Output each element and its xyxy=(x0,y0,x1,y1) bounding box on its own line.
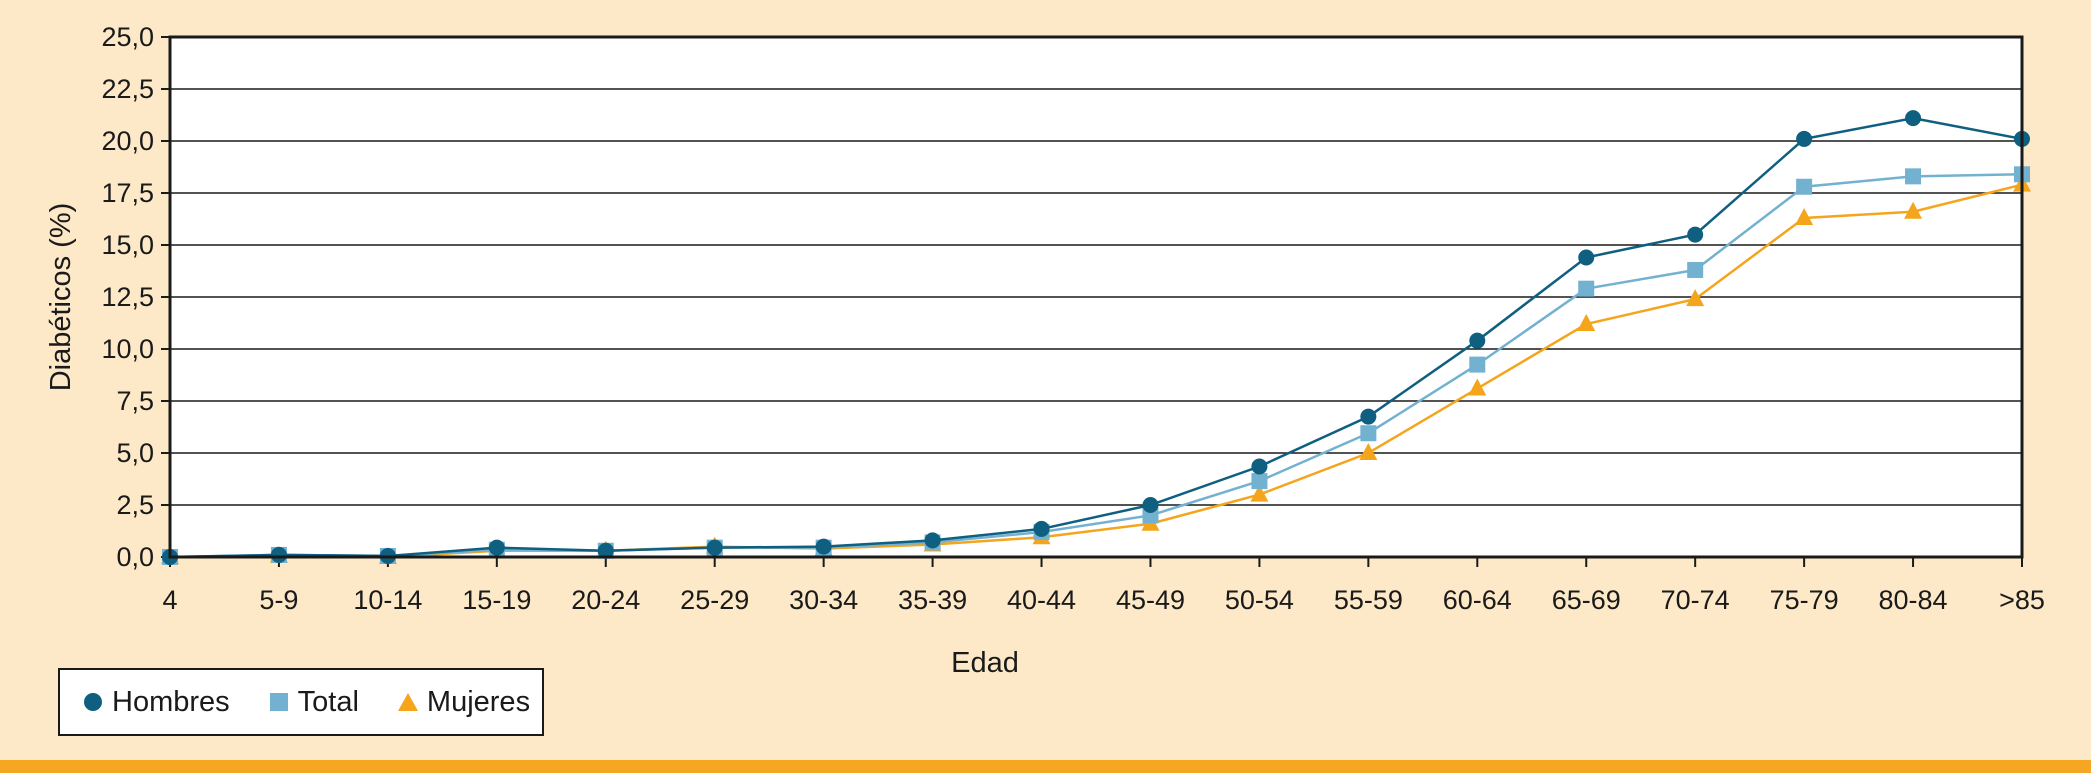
x-tick-label: 5-9 xyxy=(259,585,298,615)
data-point xyxy=(815,538,832,555)
data-point xyxy=(1905,110,1922,127)
x-tick-label: 75-79 xyxy=(1770,585,1839,615)
y-tick-label: 22,5 xyxy=(101,74,154,104)
x-tick-label: 30-34 xyxy=(789,585,858,615)
x-tick-label: 10-14 xyxy=(353,585,422,615)
legend-item-hombres: Hombres xyxy=(82,686,230,719)
x-tick-label: 80-84 xyxy=(1879,585,1948,615)
data-point xyxy=(1469,332,1486,349)
data-point xyxy=(1687,226,1704,243)
y-tick-label: 25,0 xyxy=(101,22,154,52)
data-point xyxy=(597,542,614,559)
data-point xyxy=(1251,458,1268,475)
plot-frame xyxy=(168,35,2024,559)
bottom-accent-bar xyxy=(0,760,2091,773)
data-point xyxy=(1033,520,1050,537)
data-point xyxy=(270,546,287,563)
data-point xyxy=(1469,356,1486,373)
y-axis-title: Diabéticos (%) xyxy=(45,203,77,392)
legend-item-total: Total xyxy=(268,686,359,719)
y-tick-label: 0,0 xyxy=(116,542,154,572)
series-layer xyxy=(161,110,2031,565)
data-point xyxy=(488,539,505,556)
x-tick-label: 4 xyxy=(162,585,177,615)
y-axis-ticks: 0,0 2,5 5,0 7,5 10,0 12,5 15,0 17,5 20,0 22,5 25,0 xyxy=(101,22,170,572)
data-point xyxy=(706,539,723,556)
x-tick-label: 40-44 xyxy=(1007,585,1076,615)
x-tick-label: 35-39 xyxy=(898,585,967,615)
data-point xyxy=(1251,473,1268,490)
y-tick-label: 5,0 xyxy=(116,438,154,468)
circle-marker-icon xyxy=(84,693,102,711)
data-point xyxy=(1250,484,1269,502)
y-tick-label: 7,5 xyxy=(116,386,154,416)
x-tick-label: 20-24 xyxy=(571,585,640,615)
series-line xyxy=(169,116,2023,559)
legend: Hombres Total Mujeres xyxy=(58,668,544,736)
y-tick-label: 2,5 xyxy=(116,490,154,520)
legend-label-hombres: Hombres xyxy=(112,685,230,718)
x-tick-label: >85 xyxy=(1999,585,2045,615)
x-tick-label: 45-49 xyxy=(1116,585,1185,615)
data-point xyxy=(1796,178,1813,195)
data-point xyxy=(1468,378,1487,396)
x-tick-label: 50-54 xyxy=(1225,585,1294,615)
x-tick-label: 25-29 xyxy=(680,585,749,615)
triangle-marker-icon xyxy=(397,693,418,711)
x-tick-label: 55-59 xyxy=(1334,585,1403,615)
x-tick-label: 60-64 xyxy=(1443,585,1512,615)
data-point xyxy=(1359,443,1378,460)
y-tick-label: 12,5 xyxy=(101,282,154,312)
data-point xyxy=(1578,280,1595,297)
data-point xyxy=(1578,249,1595,266)
y-tick-label: 15,0 xyxy=(101,230,154,260)
square-marker-icon xyxy=(269,693,288,711)
data-point xyxy=(1687,261,1704,278)
series-hombres xyxy=(162,110,2030,565)
data-point xyxy=(1796,130,1813,147)
data-point xyxy=(1360,408,1377,425)
gridlines xyxy=(170,88,2022,506)
legend-label-total: Total xyxy=(297,685,359,718)
x-tick-label: 70-74 xyxy=(1661,585,1730,615)
x-tick-label: 15-19 xyxy=(462,585,531,615)
data-point xyxy=(1904,201,1923,219)
series-line xyxy=(169,173,2023,559)
data-point xyxy=(924,532,941,549)
y-tick-label: 20,0 xyxy=(101,126,154,156)
data-point xyxy=(1577,314,1596,332)
data-point xyxy=(1686,289,1705,307)
y-tick-label: 17,5 xyxy=(101,178,154,208)
data-point xyxy=(1360,425,1377,442)
data-point xyxy=(1142,497,1159,513)
data-point xyxy=(1795,207,1814,225)
x-axis-ticks: 4 5-9 10-14 15-19 20-24 25-29 30-34 35-39 40-44 4… xyxy=(162,557,2045,615)
x-tick-label: 65-69 xyxy=(1552,585,1621,615)
legend-item-mujeres: Mujeres xyxy=(397,686,530,719)
x-axis-title: Edad xyxy=(951,647,1019,679)
legend-label-mujeres: Mujeres xyxy=(426,685,531,718)
y-tick-label: 10,0 xyxy=(101,334,154,364)
data-point xyxy=(1905,168,1922,185)
